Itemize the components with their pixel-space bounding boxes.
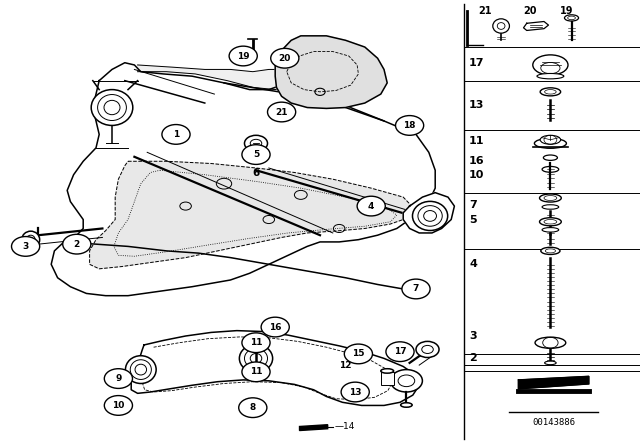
Ellipse shape: [534, 138, 566, 148]
Text: 16: 16: [469, 156, 484, 166]
Ellipse shape: [564, 15, 579, 21]
Circle shape: [341, 382, 369, 402]
Text: 6: 6: [252, 168, 260, 178]
Text: 18: 18: [403, 121, 416, 130]
Ellipse shape: [125, 356, 156, 383]
Text: 13: 13: [469, 100, 484, 110]
Polygon shape: [300, 425, 328, 431]
Text: 11: 11: [250, 367, 262, 376]
Text: 15: 15: [352, 349, 365, 358]
Ellipse shape: [532, 55, 568, 75]
Text: 3: 3: [22, 242, 29, 251]
Text: 19: 19: [237, 52, 250, 60]
Circle shape: [229, 46, 257, 66]
Ellipse shape: [542, 228, 559, 232]
Text: 3: 3: [469, 331, 477, 341]
Circle shape: [12, 237, 40, 256]
Text: 4: 4: [469, 259, 477, 269]
Circle shape: [402, 279, 430, 299]
Text: 17: 17: [469, 58, 484, 68]
Text: 8: 8: [250, 403, 256, 412]
Circle shape: [104, 396, 132, 415]
Text: 17: 17: [394, 347, 406, 356]
Ellipse shape: [493, 19, 509, 33]
Circle shape: [244, 135, 268, 151]
Circle shape: [268, 102, 296, 122]
Ellipse shape: [542, 205, 559, 209]
Ellipse shape: [537, 73, 564, 79]
Ellipse shape: [545, 361, 556, 365]
Text: 7: 7: [413, 284, 419, 293]
Polygon shape: [524, 22, 548, 30]
Text: 21: 21: [478, 6, 492, 16]
Text: 9: 9: [115, 374, 122, 383]
Polygon shape: [131, 331, 419, 405]
Circle shape: [357, 196, 385, 216]
Text: 19: 19: [560, 6, 573, 16]
Ellipse shape: [540, 194, 561, 202]
Text: 5: 5: [469, 215, 477, 224]
Text: 11: 11: [250, 338, 262, 347]
Text: 1: 1: [173, 130, 179, 139]
Text: —14: —14: [334, 422, 355, 431]
Polygon shape: [90, 161, 416, 269]
Text: 16: 16: [269, 323, 282, 332]
Text: 00143886: 00143886: [532, 418, 575, 426]
Text: 20: 20: [524, 6, 537, 16]
Text: 4: 4: [368, 202, 374, 211]
Ellipse shape: [92, 90, 133, 125]
Ellipse shape: [542, 167, 559, 172]
Ellipse shape: [540, 88, 561, 96]
Ellipse shape: [541, 247, 560, 254]
Polygon shape: [275, 36, 387, 108]
Polygon shape: [403, 193, 454, 233]
Polygon shape: [518, 376, 589, 389]
Circle shape: [162, 125, 190, 144]
Ellipse shape: [239, 345, 273, 372]
Circle shape: [271, 48, 299, 68]
Text: 13: 13: [349, 388, 362, 396]
Ellipse shape: [413, 202, 448, 230]
Circle shape: [386, 342, 414, 362]
Text: 5: 5: [253, 150, 259, 159]
Polygon shape: [51, 63, 435, 296]
Circle shape: [396, 116, 424, 135]
Polygon shape: [138, 65, 294, 90]
Ellipse shape: [535, 337, 566, 349]
Ellipse shape: [540, 218, 561, 226]
Circle shape: [390, 370, 422, 392]
Ellipse shape: [22, 231, 40, 248]
Text: 10: 10: [112, 401, 125, 410]
Ellipse shape: [381, 369, 394, 373]
Text: 12: 12: [339, 361, 352, 370]
Circle shape: [344, 344, 372, 364]
Circle shape: [242, 362, 270, 382]
Circle shape: [416, 341, 439, 358]
Text: 20: 20: [278, 54, 291, 63]
Text: 2: 2: [74, 240, 80, 249]
Text: 11: 11: [469, 136, 484, 146]
Ellipse shape: [401, 403, 412, 407]
Text: 2: 2: [469, 353, 477, 363]
Ellipse shape: [540, 135, 561, 144]
Circle shape: [242, 145, 270, 164]
Circle shape: [63, 234, 91, 254]
Text: 10: 10: [469, 170, 484, 180]
Text: 7: 7: [469, 200, 477, 210]
Text: 21: 21: [275, 108, 288, 116]
Circle shape: [104, 369, 132, 388]
Circle shape: [242, 333, 270, 353]
Ellipse shape: [543, 155, 557, 160]
Circle shape: [239, 398, 267, 418]
Circle shape: [261, 317, 289, 337]
Bar: [381, 372, 394, 385]
